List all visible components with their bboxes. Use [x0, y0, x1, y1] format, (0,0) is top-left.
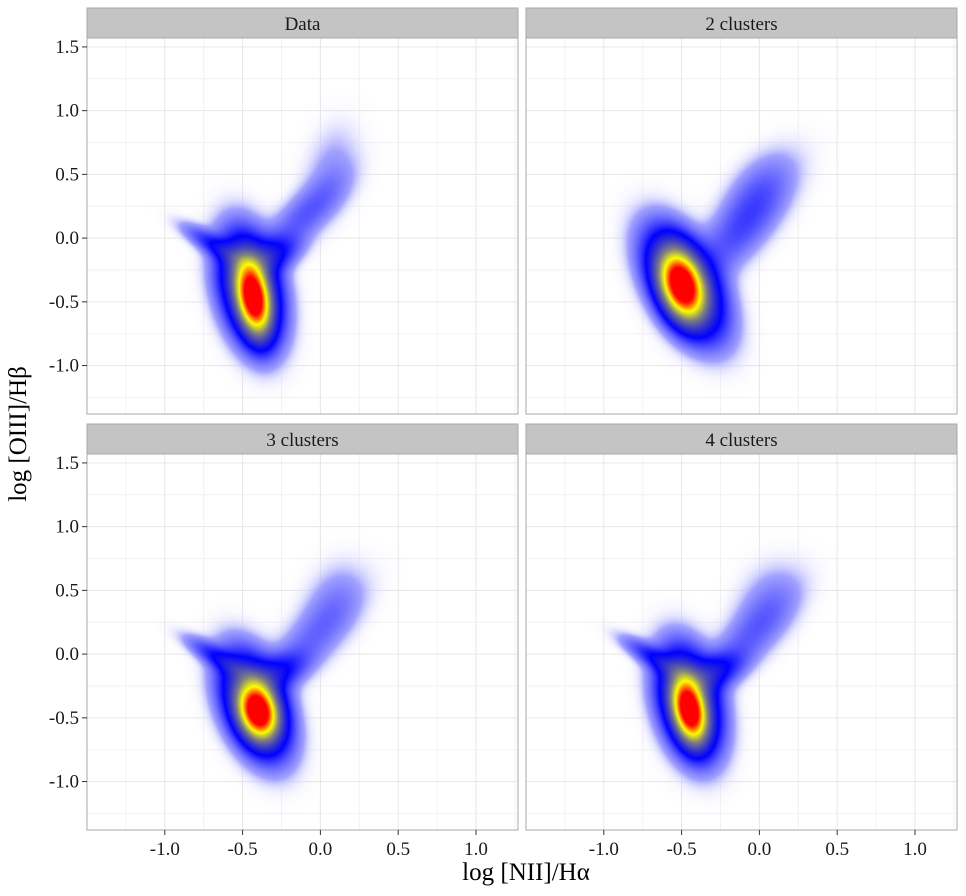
x-tick-label: 0.0: [748, 839, 772, 860]
y-tick-label: 1.5: [55, 37, 79, 58]
x-tick-label: -1.0: [150, 839, 180, 860]
y-tick-label: 0.5: [55, 164, 79, 185]
y-tick-label: -1.0: [49, 772, 79, 793]
x-tick-label: -0.5: [667, 839, 697, 860]
x-tick-label: -1.0: [589, 839, 619, 860]
facet-strip: [525, 423, 958, 455]
y-tick-label: 0.0: [55, 228, 79, 249]
facet-strip: [86, 7, 519, 39]
facet-panel: 4 clusters -1.0 -0.5 0.0 0.5 1.0: [525, 423, 958, 860]
facet-panel: 2 clusters: [525, 7, 958, 415]
x-tick-label: 0.5: [825, 839, 849, 860]
y-tick-label: 1.0: [55, 101, 79, 122]
facet-panel: Data -1.0 -0.5 0.0 0.5 1.0 1.5: [49, 7, 519, 415]
y-tick-label: 0.0: [55, 644, 79, 665]
facet-title: 4 clusters: [705, 430, 777, 451]
y-tick-label: 0.5: [55, 580, 79, 601]
y-tick-label: -0.5: [49, 292, 79, 313]
density-heatmap: [87, 38, 518, 414]
density-heatmap: [526, 454, 957, 830]
y-tick-label: -0.5: [49, 708, 79, 729]
density-heatmap: [526, 38, 957, 414]
panel-border: [525, 453, 958, 831]
y-tick-label: -1.0: [49, 356, 79, 377]
facet-panel: 3 clusters -1.0 -0.5 0.0 0.5 1.0 1.5 -1.0 -0.5 0.…: [49, 423, 519, 860]
x-tick-label: 1.0: [903, 839, 927, 860]
y-tick-label: 1.0: [55, 517, 79, 538]
density-heatmap: [87, 454, 518, 830]
y-tick-label: 1.5: [55, 453, 79, 474]
x-axis-title: log [NII]/Hα: [462, 859, 590, 886]
facet-title: 3 clusters: [266, 430, 338, 451]
panel-border: [525, 37, 958, 415]
panel-border: [86, 37, 519, 415]
x-tick-label: 0.0: [309, 839, 333, 860]
y-axis-title: log [OIII]/Hβ: [5, 366, 32, 502]
facet-title: 2 clusters: [705, 14, 777, 35]
x-tick-label: 0.5: [386, 839, 410, 860]
facet-strip: [525, 7, 958, 39]
panel-border: [86, 453, 519, 831]
x-tick-label: -0.5: [228, 839, 258, 860]
x-tick-label: 1.0: [464, 839, 488, 860]
facet-strip: [86, 423, 519, 455]
facet-title: Data: [285, 14, 321, 35]
